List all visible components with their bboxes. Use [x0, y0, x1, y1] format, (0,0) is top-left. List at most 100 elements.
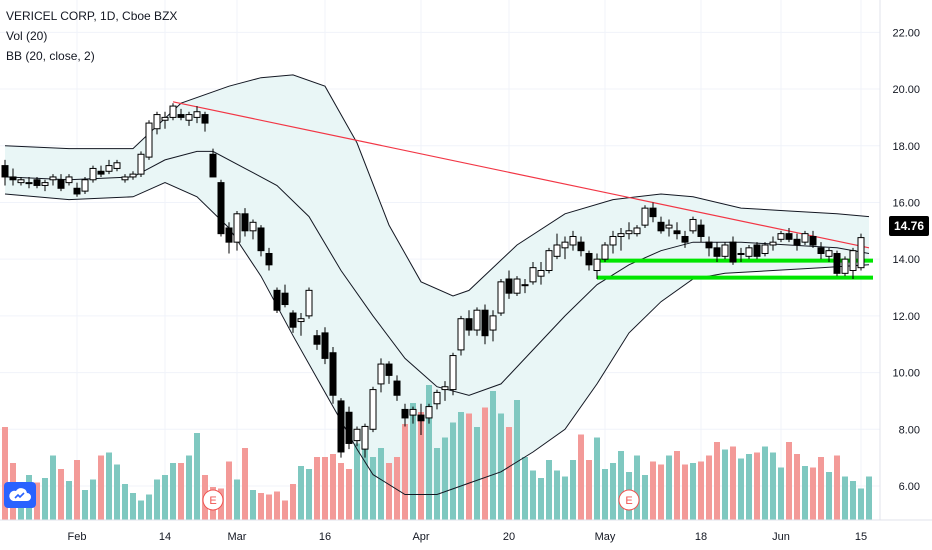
volume-bar — [738, 458, 744, 520]
candle — [281, 284, 289, 308]
bollinger-indicator-label[interactable]: BB (20, close, 2) — [6, 49, 95, 63]
candle — [9, 168, 17, 186]
volume-bar — [602, 469, 608, 520]
price-axis[interactable]: 22.00 20.00 18.00 16.00 14.00 12.00 10.00 8.00 6… — [879, 0, 932, 550]
candle-body — [457, 318, 465, 351]
candle-body — [65, 176, 73, 184]
bollinger-band-area — [5, 74, 869, 495]
candle — [329, 347, 337, 404]
candle-body — [409, 408, 417, 416]
candle-body — [857, 237, 865, 269]
candle — [657, 216, 665, 234]
time-tick-label: Apr — [412, 531, 429, 543]
candle — [513, 276, 521, 297]
volume-bar — [194, 433, 200, 520]
volume-bar — [282, 500, 288, 520]
earnings-circle — [618, 489, 640, 511]
candle-body — [529, 267, 537, 283]
candle — [841, 256, 849, 277]
tradingview-logo[interactable] — [4, 482, 36, 508]
symbol-title[interactable]: VERICEL CORP, 1D, Cboe BZX — [6, 9, 178, 23]
candle — [337, 398, 345, 458]
candle — [265, 247, 273, 271]
price-tick-label: 18.00 — [892, 141, 920, 153]
candle — [217, 179, 225, 237]
candle — [73, 182, 81, 197]
candle-body — [185, 114, 193, 121]
earnings-marker[interactable]: E — [202, 489, 224, 511]
candle — [137, 151, 145, 177]
candle — [553, 233, 561, 260]
candle — [41, 179, 49, 192]
volume-bar — [802, 466, 808, 520]
candle-body — [345, 411, 353, 444]
volume-bar — [722, 449, 728, 520]
candle — [801, 230, 809, 245]
volume-bar — [450, 422, 456, 520]
candle-body — [89, 167, 97, 181]
time-axis[interactable]: Feb 14 Mar 16 Apr 20 May 18 Jun 15 — [0, 519, 932, 543]
candle-body — [401, 408, 409, 419]
candle — [833, 250, 841, 277]
candle-body — [97, 170, 105, 175]
volume-bar — [258, 493, 264, 520]
bollinger-band-fill — [5, 74, 869, 495]
candle — [97, 165, 105, 177]
cloud-icon — [9, 488, 32, 501]
volume-bar — [426, 385, 432, 520]
candle — [609, 230, 617, 254]
candle-body — [321, 332, 329, 359]
candle-body — [801, 233, 809, 243]
volume-bar — [330, 454, 336, 520]
time-tick-label: Mar — [228, 531, 247, 543]
candle-body — [449, 355, 457, 391]
volume-indicator-label[interactable]: Vol (20) — [6, 29, 48, 43]
candle — [777, 230, 785, 243]
candle — [505, 270, 513, 299]
volume-bar — [122, 484, 128, 520]
volume-bar — [58, 469, 64, 520]
candle-body — [161, 116, 169, 121]
volume-bar — [530, 470, 536, 520]
volume-bar — [378, 448, 384, 520]
volume-bar — [730, 446, 736, 520]
candle — [145, 120, 153, 160]
candle — [625, 222, 633, 240]
candle — [857, 233, 865, 271]
candle — [249, 219, 257, 240]
candle-body — [817, 247, 825, 254]
volume-bar — [850, 481, 856, 520]
volume-bar — [418, 412, 424, 520]
candle — [529, 262, 537, 285]
earnings-marker[interactable]: E — [618, 489, 640, 511]
candle-body — [377, 363, 385, 385]
candle — [417, 403, 425, 435]
volume-bar — [322, 457, 328, 520]
price-tick-label: 20.00 — [892, 84, 920, 96]
candle — [761, 242, 769, 257]
price-tick-label: 12.00 — [892, 311, 920, 323]
volume-bar — [394, 457, 400, 520]
candle-body — [169, 105, 177, 118]
volume-bar — [770, 452, 776, 520]
candle-body — [713, 247, 721, 257]
time-tick-label: Jun — [772, 531, 790, 543]
volume-bar — [354, 443, 360, 520]
last-price-tag: 14.76 — [889, 216, 929, 236]
candle — [577, 236, 585, 257]
candle-body — [577, 241, 585, 252]
candle-body — [417, 414, 425, 422]
volume-bar — [90, 479, 96, 520]
candle — [729, 236, 737, 265]
volume-bar — [346, 469, 352, 520]
candle — [521, 279, 529, 294]
volume-bar — [266, 494, 272, 520]
candle-body — [473, 309, 481, 331]
candle — [57, 174, 65, 192]
volume-bar — [786, 442, 792, 520]
candle — [321, 327, 329, 365]
volume-bar — [522, 457, 528, 520]
candle-body — [737, 252, 745, 255]
